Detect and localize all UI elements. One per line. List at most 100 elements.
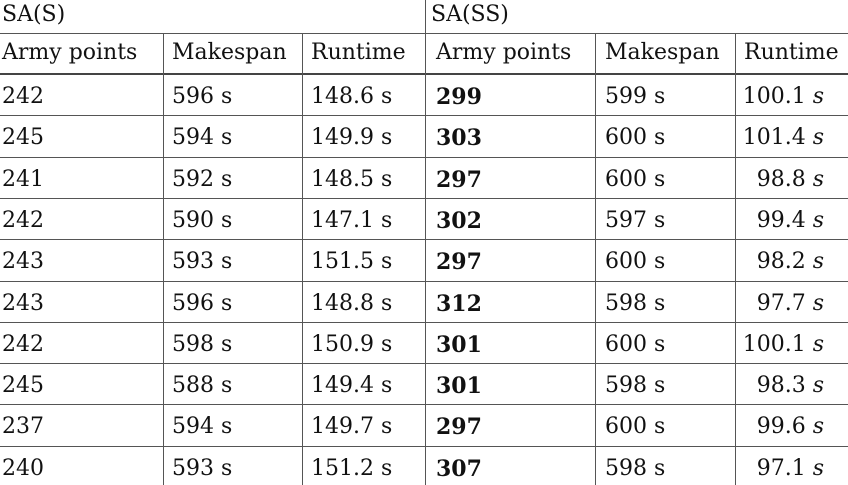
table-cell: 245 bbox=[2, 125, 44, 151]
column-header-rule bbox=[0, 73, 848, 75]
runtime-unit: s bbox=[812, 455, 824, 481]
table-cell: 593 s bbox=[172, 455, 233, 481]
army-points-bold-cell: 303 bbox=[436, 125, 482, 152]
table-cell: 598 s bbox=[172, 331, 233, 357]
row-divider bbox=[0, 197, 848, 199]
runtime-unit: s bbox=[812, 331, 824, 357]
runtime-value: 100.1 bbox=[742, 331, 806, 357]
army-points-bold-cell: 312 bbox=[436, 290, 482, 317]
table-cell: 600 s bbox=[605, 414, 666, 440]
runtime-ss-cell: 98.3 s bbox=[757, 375, 824, 397]
table-cell: 599 s bbox=[605, 84, 666, 109]
row-divider bbox=[0, 363, 848, 365]
row-divider bbox=[0, 115, 848, 117]
runtime-value: 101.4 bbox=[742, 125, 806, 151]
column-divider bbox=[735, 33, 736, 485]
table-cell: 590 s bbox=[172, 207, 233, 233]
army-points-bold-cell: 301 bbox=[436, 373, 482, 400]
row-divider bbox=[0, 156, 848, 158]
table-cell: 243 bbox=[2, 249, 44, 275]
table-cell: 149.9 s bbox=[311, 125, 393, 151]
army-points-bold-cell: 297 bbox=[436, 249, 482, 276]
group-divider bbox=[425, 0, 426, 485]
table-cell: 149.4 s bbox=[311, 373, 393, 399]
table-cell: 148.8 s bbox=[311, 290, 393, 316]
runtime-value: 99.6 bbox=[756, 414, 806, 440]
runtime-value: 99.4 bbox=[756, 207, 806, 233]
table-cell: 148.5 s bbox=[311, 166, 393, 192]
table-cell: 597 s bbox=[605, 207, 666, 233]
army-points-bold-cell: 307 bbox=[436, 455, 482, 482]
runtime-unit: s bbox=[812, 125, 824, 151]
table-cell: 596 s bbox=[172, 84, 233, 109]
table-cell: 150.9 s bbox=[311, 331, 393, 357]
table-cell: 151.2 s bbox=[311, 455, 393, 481]
table-cell: 237 bbox=[2, 414, 44, 440]
runtime-unit: s bbox=[812, 414, 824, 440]
table-cell: 598 s bbox=[605, 455, 666, 481]
table-cell: 596 s bbox=[172, 290, 233, 316]
table-cell: 598 s bbox=[605, 373, 666, 399]
table-cell: 593 s bbox=[172, 249, 233, 275]
table-cell: 600 s bbox=[605, 125, 666, 151]
column-header: Army points bbox=[2, 40, 138, 65]
runtime-value: 97.1 bbox=[756, 455, 806, 481]
runtime-value: 100.1 bbox=[742, 84, 806, 109]
runtime-value: 98.3 bbox=[756, 373, 806, 399]
army-points-bold-cell: 297 bbox=[436, 166, 482, 193]
table-cell: 600 s bbox=[605, 249, 666, 275]
row-divider bbox=[0, 404, 848, 406]
table-cell: 147.1 s bbox=[311, 207, 393, 233]
column-header: Makespan bbox=[605, 40, 720, 65]
table-cell: 245 bbox=[2, 373, 44, 399]
table-cell: 600 s bbox=[605, 166, 666, 192]
army-points-bold-cell: 297 bbox=[436, 414, 482, 441]
column-header: Runtime bbox=[744, 40, 839, 65]
column-divider bbox=[163, 33, 164, 485]
runtime-ss-cell: 99.4 s bbox=[756, 207, 824, 233]
table-cell: 588 s bbox=[172, 373, 233, 399]
column-header: Makespan bbox=[172, 40, 287, 65]
runtime-ss-cell: 97.7 s bbox=[756, 290, 824, 316]
runtime-ss-cell: 98.8 s bbox=[756, 166, 824, 192]
runtime-value: 98.2 bbox=[756, 249, 806, 275]
table-cell: 592 s bbox=[172, 166, 233, 192]
runtime-unit: s bbox=[812, 207, 824, 233]
table-cell: 242 bbox=[2, 207, 44, 233]
table-cell: 151.5 s bbox=[311, 249, 393, 275]
table-cell: 241 bbox=[2, 166, 44, 192]
army-points-bold-cell: 301 bbox=[436, 331, 482, 358]
table-cell: 594 s bbox=[172, 125, 233, 151]
column-divider bbox=[595, 33, 596, 485]
runtime-ss-cell: 98.2 s bbox=[757, 251, 824, 273]
column-divider bbox=[302, 33, 303, 485]
table-cell: 240 bbox=[2, 455, 44, 481]
runtime-ss-cell: 101.4 s bbox=[743, 127, 824, 149]
table-cell: 148.6 s bbox=[311, 84, 393, 109]
table-cell: 594 s bbox=[172, 414, 233, 440]
table-cell: 242 bbox=[2, 84, 44, 109]
runtime-unit: s bbox=[812, 84, 824, 109]
table-cell: 600 s bbox=[605, 331, 666, 357]
runtime-ss-cell: 100.1 s bbox=[743, 86, 824, 108]
row-divider bbox=[0, 445, 848, 447]
group-header-sa-ss: SA(SS) bbox=[431, 2, 509, 27]
army-points-bold-cell: 302 bbox=[436, 207, 482, 234]
runtime-value: 98.8 bbox=[756, 166, 806, 192]
table-cell: 149.7 s bbox=[311, 414, 393, 440]
runtime-unit: s bbox=[812, 290, 824, 316]
table-cell: 598 s bbox=[605, 290, 666, 316]
row-divider bbox=[0, 321, 848, 323]
runtime-unit: s bbox=[812, 249, 824, 275]
group-header-sa-s: SA(S) bbox=[2, 2, 66, 27]
column-header: Runtime bbox=[311, 40, 406, 65]
header-rule bbox=[0, 33, 848, 34]
runtime-ss-cell: 99.6 s bbox=[757, 416, 824, 438]
runtime-unit: s bbox=[812, 166, 824, 192]
runtime-unit: s bbox=[812, 373, 824, 399]
runtime-value: 97.7 bbox=[756, 290, 806, 316]
runtime-ss-cell: 100.1 s bbox=[742, 331, 824, 357]
runtime-ss-cell: 97.1 s bbox=[756, 455, 824, 481]
column-header: Army points bbox=[436, 40, 572, 65]
